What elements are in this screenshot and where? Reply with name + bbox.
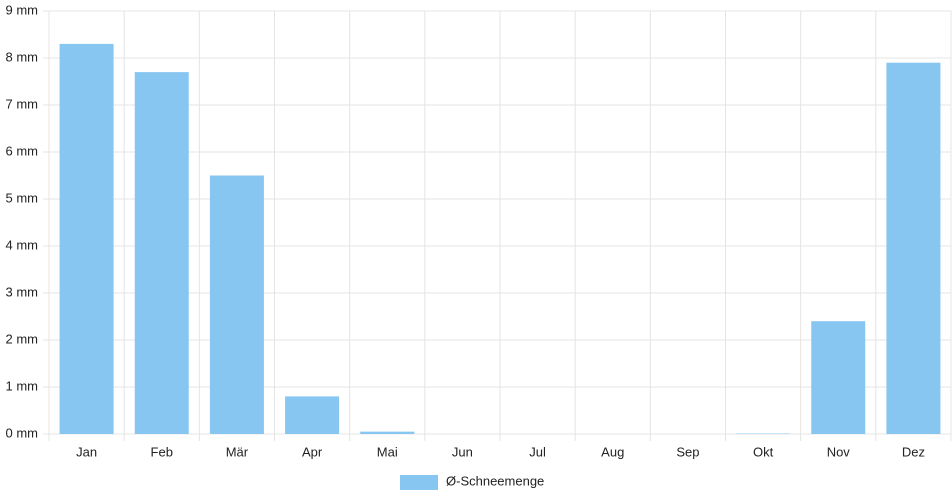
x-tick-label: Sep (676, 444, 699, 459)
legend-label[interactable]: Ø-Schneemenge (446, 473, 544, 488)
x-tick-label: Mai (377, 444, 398, 459)
y-tick-label: 3 mm (6, 284, 39, 299)
y-tick-label: 6 mm (6, 143, 39, 158)
y-tick-label: 1 mm (6, 378, 39, 393)
x-tick-label: Aug (601, 444, 624, 459)
x-tick-label: Jun (452, 444, 473, 459)
x-tick-label: Feb (151, 444, 173, 459)
bar (886, 62, 941, 434)
y-tick-label: 7 mm (6, 96, 39, 111)
y-tick-label: 0 mm (6, 425, 39, 440)
y-tick-label: 4 mm (6, 237, 39, 252)
bar (811, 321, 866, 434)
x-tick-label: Jul (529, 444, 546, 459)
bar (209, 175, 264, 434)
x-tick-label: Apr (302, 444, 323, 459)
y-tick-label: 9 mm (6, 2, 39, 17)
x-tick-label: Mär (226, 444, 249, 459)
bar (360, 431, 415, 434)
x-tick-label: Jan (76, 444, 97, 459)
y-tick-label: 5 mm (6, 190, 39, 205)
bar (285, 396, 340, 434)
x-tick-label: Dez (902, 444, 925, 459)
x-tick-label: Okt (753, 444, 774, 459)
x-tick-label: Nov (827, 444, 851, 459)
y-tick-label: 8 mm (6, 49, 39, 64)
bar (134, 72, 189, 434)
bar (59, 43, 114, 435)
y-tick-label: 2 mm (6, 331, 39, 346)
legend-swatch[interactable] (400, 475, 438, 490)
